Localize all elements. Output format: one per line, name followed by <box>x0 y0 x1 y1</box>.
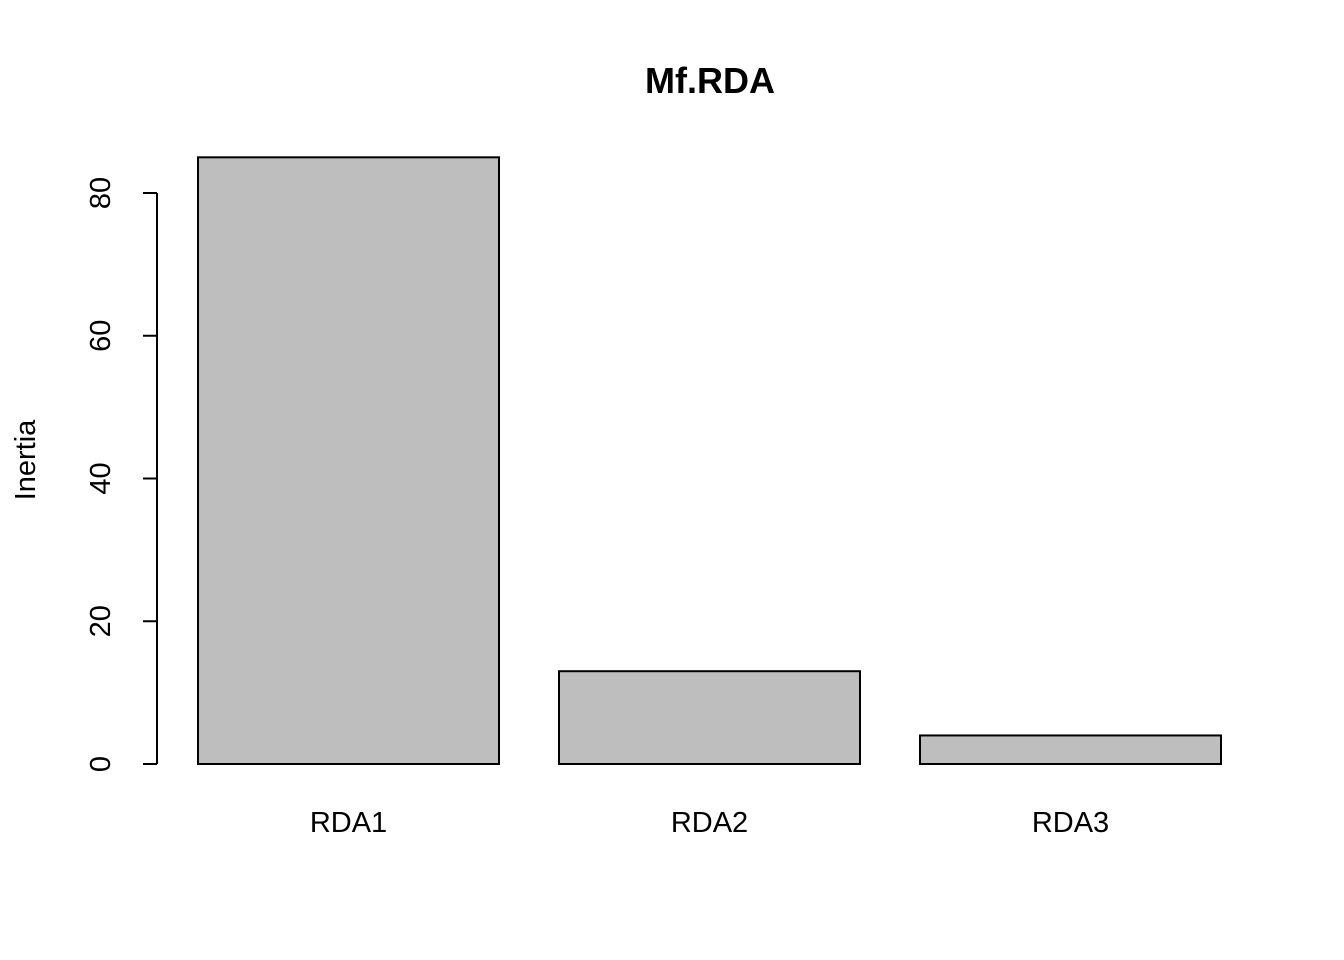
bar-rda3 <box>919 734 1222 766</box>
y-axis: 0 20 40 60 80 <box>85 177 158 772</box>
x-tick-label-rda2: RDA2 <box>671 807 748 839</box>
x-tick-label-rda3: RDA3 <box>1032 807 1109 839</box>
bar-rda2 <box>558 670 861 766</box>
y-tick-label: 60 <box>85 320 117 352</box>
bars-group <box>197 156 1222 766</box>
y-tick-label: 80 <box>85 177 117 209</box>
y-tick-label: 20 <box>85 605 117 637</box>
x-axis-labels: RDA1 RDA2 RDA3 <box>310 807 1109 839</box>
y-axis-label: Inertia <box>10 419 42 500</box>
y-tick-label: 0 <box>85 756 117 772</box>
y-tick-label: 40 <box>85 462 117 494</box>
x-tick-label-rda1: RDA1 <box>310 807 387 839</box>
chart-title: Mf.RDA <box>645 60 775 101</box>
bar-rda1 <box>197 156 500 765</box>
